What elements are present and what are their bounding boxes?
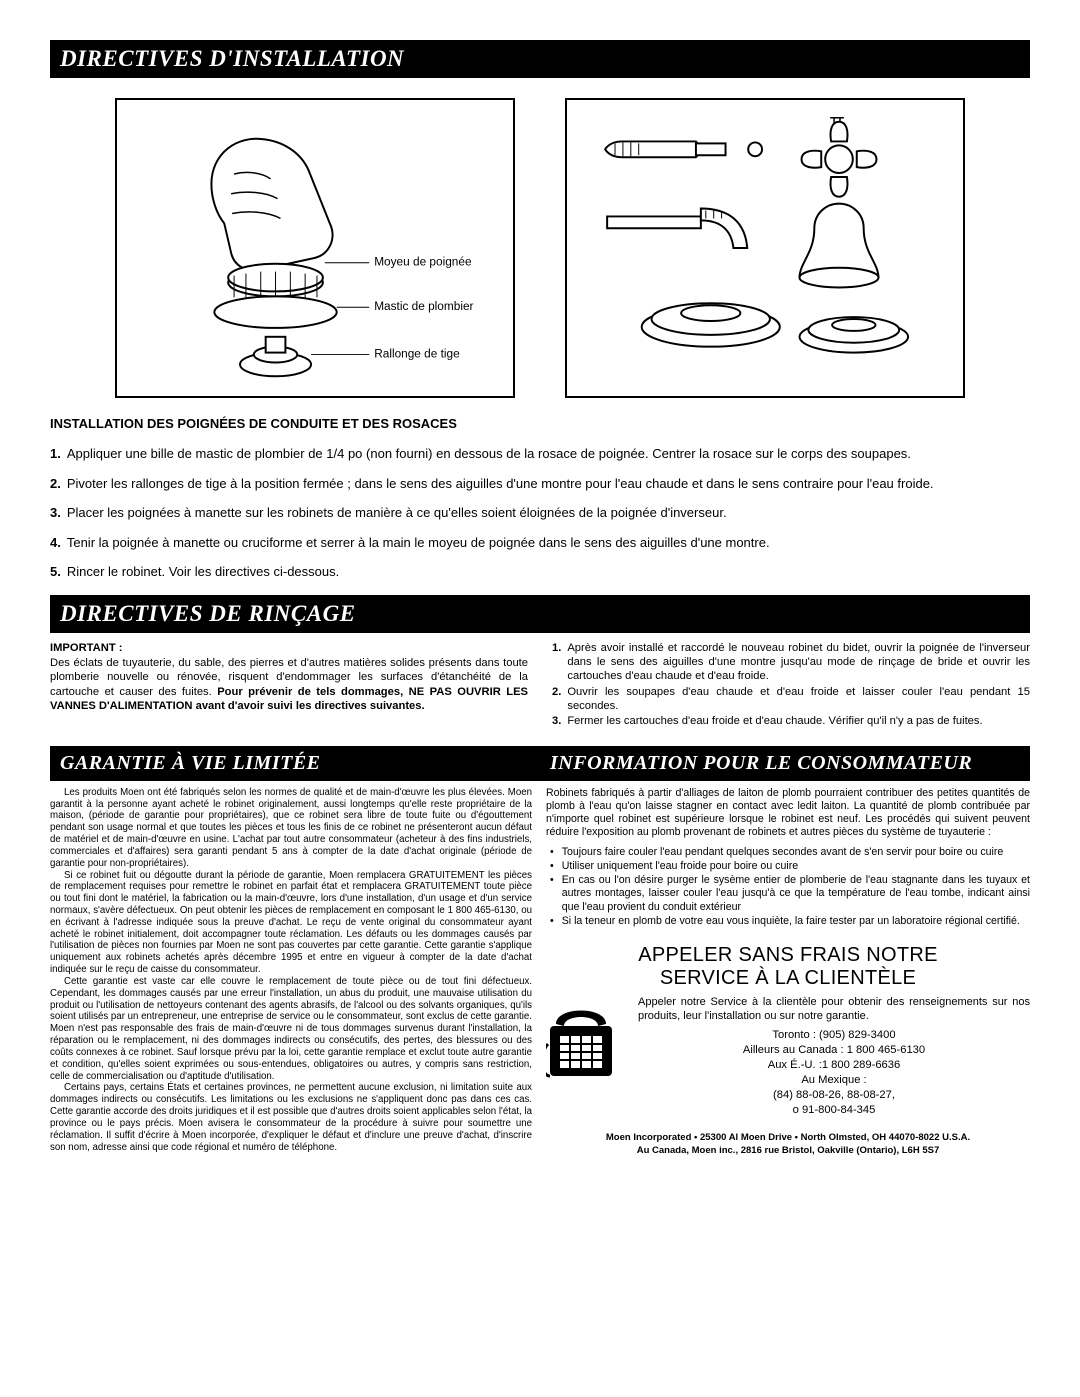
consumer-header: INFORMATION POUR LE CONSOMMATEUR: [540, 746, 1030, 781]
rinse-step: 2.Ouvrir les soupapes d'eau chaude et d'…: [552, 685, 1030, 714]
install-steps: 1. Appliquer une bille de mastic de plomb…: [50, 445, 1030, 581]
consumer-bullet: Si la teneur en plomb de votre eau vous …: [546, 915, 1030, 928]
footer-line: Moen Incorporated • 25300 Al Moen Drive …: [546, 1132, 1030, 1144]
step-number: 1.: [50, 445, 61, 463]
rinse-step: 3. Fermer les cartouches d'eau froide et …: [552, 714, 1030, 728]
bullet-text: Utiliser uniquement l'eau froide pour bo…: [562, 860, 798, 873]
install-step: 3. Placer les poignées à manette sur les …: [50, 504, 1030, 522]
phone-line: (84) 88-08-26, 88-08-27,: [638, 1088, 1030, 1103]
call-block: Appeler notre Service à la clientèle pou…: [546, 996, 1030, 1118]
call-text-block: Appeler notre Service à la clientèle pou…: [638, 996, 1030, 1118]
consumer-bullet: Toujours faire couler l'eau pendant quel…: [546, 846, 1030, 859]
diagrams-row: Moyeu de poignée Mastic de plombier Rall…: [50, 98, 1030, 398]
diagram-right: [565, 98, 965, 398]
phone-line: Toronto : (905) 829-3400: [638, 1028, 1030, 1043]
install-step: 1. Appliquer une bille de mastic de plomb…: [50, 445, 1030, 463]
consumer-bullet: En cas ou l'on désire purger le sysème e…: [546, 874, 1030, 914]
footer-line: Au Canada, Moen inc., 2816 rue Bristol, …: [546, 1145, 1030, 1157]
rinse-step-text: Après avoir installé et raccordé le nouv…: [567, 641, 1030, 684]
phone-line: Ailleurs au Canada : 1 800 465-6130: [638, 1043, 1030, 1058]
rinse-right-column: 1.Après avoir installé et raccordé le no…: [552, 641, 1030, 730]
step-number: 4.: [50, 534, 61, 552]
call-heading-line2: SERVICE À LA CLIENTÈLE: [660, 967, 916, 989]
phone-line: o 91-800-84-345: [638, 1103, 1030, 1118]
consumer-column: INFORMATION POUR LE CONSOMMATEUR Robinet…: [540, 746, 1030, 1157]
step-text: Rincer le robinet. Voir les directives c…: [67, 563, 339, 581]
call-heading: APPELER SANS FRAIS NOTRE SERVICE À LA CL…: [546, 944, 1030, 990]
diagram-label-hub: Moyeu de poignée: [374, 255, 472, 269]
warranty-body: Les produits Moen ont été fabriqués selo…: [50, 781, 540, 1154]
important-label: IMPORTANT :: [50, 641, 528, 655]
handle-options-illustration: [567, 100, 963, 396]
warranty-paragraph: Certains pays, certains États et certain…: [50, 1082, 532, 1153]
rinse-step-num: 2.: [552, 685, 561, 714]
warranty-consumer-row: GARANTIE À VIE LIMITÉE Les produits Moen…: [50, 746, 1030, 1157]
bullet-text: Toujours faire couler l'eau pendant quel…: [562, 846, 1004, 859]
bullet-text: En cas ou l'on désire purger le sysème e…: [562, 874, 1030, 914]
step-text: Placer les poignées à manette sur les ro…: [67, 504, 727, 522]
rinse-step: 1.Après avoir installé et raccordé le no…: [552, 641, 1030, 684]
rinse-header: DIRECTIVES DE RINÇAGE: [50, 595, 1030, 633]
step-text: Appliquer une bille de mastic de plombie…: [67, 445, 911, 463]
phone-line: Aux É.-U. :1 800 289-6636: [638, 1058, 1030, 1073]
rinse-step-text: Fermer les cartouches d'eau froide et d'…: [567, 714, 982, 728]
rinse-two-column: IMPORTANT : Des éclats de tuyauterie, du…: [50, 641, 1030, 730]
rinse-warning-text: Des éclats de tuyauterie, du sable, des …: [50, 656, 528, 713]
consumer-body: Robinets fabriqués à partir d'alliages d…: [540, 781, 1030, 1157]
warranty-header: GARANTIE À VIE LIMITÉE: [50, 746, 540, 781]
diagram-label-stem: Rallonge de tige: [374, 347, 460, 361]
install-step: 5. Rincer le robinet. Voir les directives…: [50, 563, 1030, 581]
rinse-step-text: Ouvrir les soupapes d'eau chaude et d'ea…: [567, 685, 1030, 714]
step-number: 5.: [50, 563, 61, 581]
warranty-paragraph: Si ce robinet fuit ou dégoutte durant la…: [50, 870, 532, 976]
step-text: Pivoter les rallonges de tige à la posit…: [67, 475, 934, 493]
consumer-intro: Robinets fabriqués à partir d'alliages d…: [546, 787, 1030, 840]
phone-line: Au Mexique :: [638, 1073, 1030, 1088]
rinse-step-num: 3.: [552, 714, 561, 728]
installation-header: DIRECTIVES D'INSTALLATION: [50, 40, 1030, 78]
hand-assembly-illustration: Moyeu de poignée Mastic de plombier Rall…: [117, 100, 513, 396]
warranty-paragraph: Les produits Moen ont été fabriqués selo…: [50, 787, 532, 870]
footer-address: Moen Incorporated • 25300 Al Moen Drive …: [546, 1132, 1030, 1157]
warranty-column: GARANTIE À VIE LIMITÉE Les produits Moen…: [50, 746, 540, 1157]
call-heading-line1: APPELER SANS FRAIS NOTRE: [638, 944, 938, 966]
step-text: Tenir la poignée à manette ou cruciforme…: [67, 534, 770, 552]
bullet-text: Si la teneur en plomb de votre eau vous …: [562, 915, 1020, 928]
install-subheading: INSTALLATION DES POIGNÉES DE CONDUITE ET…: [50, 416, 1030, 431]
step-number: 3.: [50, 504, 61, 522]
warranty-paragraph: Cette garantie est vaste car elle couvre…: [50, 976, 532, 1082]
rinse-left-column: IMPORTANT : Des éclats de tuyauterie, du…: [50, 641, 528, 730]
step-number: 2.: [50, 475, 61, 493]
install-step: 2. Pivoter les rallonges de tige à la pos…: [50, 475, 1030, 493]
diagram-label-putty: Mastic de plombier: [374, 299, 473, 313]
diagram-left: Moyeu de poignée Mastic de plombier Rall…: [115, 98, 515, 398]
call-phone-numbers: Toronto : (905) 829-3400 Ailleurs au Can…: [638, 1028, 1030, 1119]
consumer-bullet: Utiliser uniquement l'eau froide pour bo…: [546, 860, 1030, 873]
install-step: 4. Tenir la poignée à manette ou crucifor…: [50, 534, 1030, 552]
consumer-bullet-list: Toujours faire couler l'eau pendant quel…: [546, 846, 1030, 928]
telephone-icon: [546, 996, 628, 1088]
call-text: Appeler notre Service à la clientèle pou…: [638, 996, 1030, 1024]
rinse-step-num: 1.: [552, 641, 561, 684]
